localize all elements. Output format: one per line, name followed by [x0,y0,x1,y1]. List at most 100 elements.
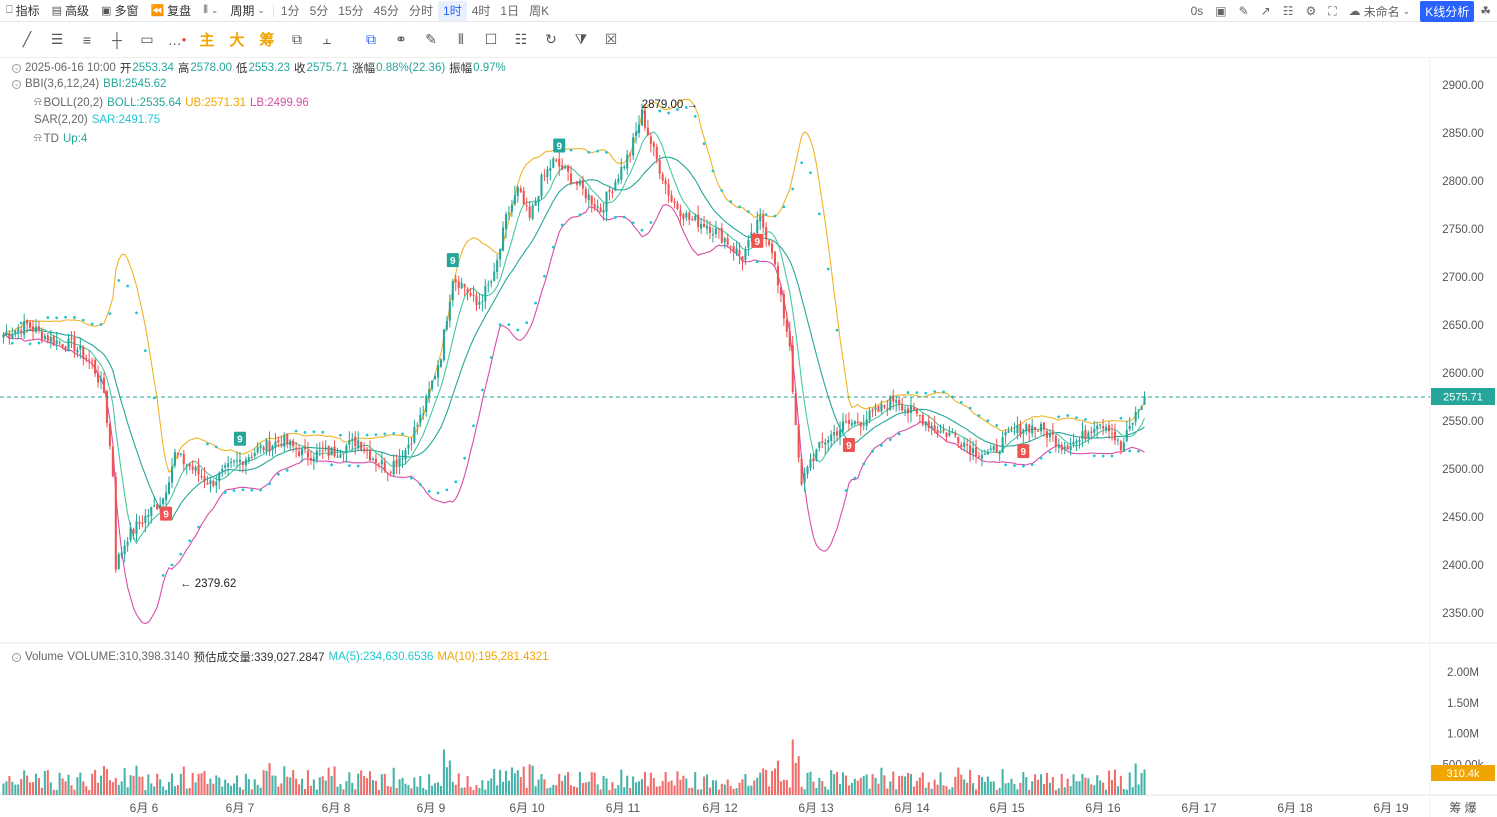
candle-body [463,284,466,288]
volume-bar [540,773,543,795]
period-5m[interactable]: 5分 [309,4,329,18]
candle-body [667,184,670,196]
measure-icon[interactable]: ⧉ [292,31,302,47]
sar-dot [959,400,963,404]
rotate-icon[interactable]: ↻ [545,31,557,47]
period-dropdown[interactable]: 周期 ⌄ [224,0,271,22]
magnet-icon[interactable]: ⫠ [322,31,332,47]
candle-body [626,154,629,169]
volume-current-text: 310.4k [1446,768,1480,780]
candle-body [502,227,505,251]
candle-body [309,457,312,461]
collapse-icon[interactable]: ⌄ [12,79,21,89]
candle-body [942,429,945,432]
period-1d[interactable]: 1日 [500,4,520,18]
copy-icon[interactable]: ⧉ [366,31,376,47]
candle-body [197,465,200,475]
candle-body [2,334,5,338]
sar-dot [995,424,999,427]
kline-analysis-button[interactable]: K线分析 [1420,0,1475,22]
period-1m[interactable]: 1分 [280,4,300,18]
candle-body [1102,426,1105,429]
sar-dot [684,106,688,109]
period-weekly[interactable]: 周K [529,4,550,18]
volume-bar [250,789,253,795]
fullscreen-icon[interactable]: ⛶ [1328,3,1337,18]
candle-body [265,440,268,451]
candle-body [510,205,513,212]
candle-body [827,440,830,443]
axis-corner[interactable]: 筹 爆 [1449,801,1476,815]
current-price-tag [1431,388,1495,405]
settings-gear-icon[interactable]: ⚙ [1305,4,1317,18]
more-tools-icon[interactable]: … ● [167,31,187,48]
trash-icon[interactable]: ☒ [604,31,618,47]
popout-icon[interactable]: ↗ [1260,4,1271,18]
period-timeshare[interactable]: 分时 [409,4,434,18]
sar-dot [747,210,750,213]
template-icon[interactable]: ☷ [1282,4,1294,18]
bbi-legend[interactable]: ⌄ BBI(3,6,12,24) BBI:2545.62 [12,78,170,90]
replay-button[interactable]: ⏪ 复盘 [144,0,197,22]
main-force-button[interactable]: 主 [199,32,215,49]
parallel-lines-icon[interactable]: ☰ [50,31,64,47]
volume-bar [221,786,224,795]
multi-window-button[interactable]: ▣ 多窗 [95,0,144,22]
volume-bar [1096,775,1099,795]
camera-icon[interactable]: ▣ [1215,4,1227,18]
rectangle-icon[interactable]: ▭ [140,31,154,47]
volume-bar [463,787,466,795]
indicators-button[interactable]: ⎕ 指标 [0,0,46,22]
candle-body [283,435,286,447]
edit-list-icon[interactable]: ☷ [514,31,528,47]
pen-icon[interactable]: ✎ [1238,4,1249,18]
period-1h[interactable]: 1时 [438,0,467,21]
candle-body [652,142,655,147]
candle-body [874,407,877,410]
period-4h[interactable]: 4时 [471,4,491,18]
volume-bar [649,772,652,795]
volume-bar [1140,773,1143,795]
share-icon[interactable]: ☘ [1480,4,1491,18]
volume-legend[interactable]: ⌄ Volume VOLUME:310,398.3140 预估成交量:339,0… [12,649,553,665]
volume-bar [153,786,156,795]
horizontal-ray-icon[interactable]: ┼ [112,31,122,48]
sar-dot [782,205,786,209]
candle-body [99,378,103,382]
collapse-icon[interactable]: ⌄ [12,63,21,73]
volume-bar [227,783,230,795]
eraser-icon[interactable]: ✎ [425,31,437,47]
chart-type-dropdown[interactable]: ⫴ ⌄ [197,0,224,22]
volume-bar [741,779,744,795]
volume-bar [954,776,957,795]
big-order-button[interactable]: 大 [229,32,245,49]
td-legend[interactable]: ⍾ TD Up:4 [34,132,91,145]
chips-button[interactable]: 筹 [259,32,275,49]
collapse-icon[interactable]: ⌄ [12,652,21,662]
kline-chart[interactable]: 9 9 9 9 9 9 9 2900.00 2850.00 2800.00 2750.00 2700… [0,58,1497,817]
candle-body [1108,425,1111,432]
layout-name-dropdown[interactable]: ☁ 未命名 ⌄ [1343,0,1417,22]
candle-body [147,515,150,518]
lock-icon[interactable]: ☐ [484,31,498,47]
candle-body [1051,431,1054,436]
sar-legend[interactable]: SAR(2,20) SAR:2491.75 [34,114,164,126]
time-label: 6月 11 [606,801,641,815]
time-label: 6月 8 [322,801,351,815]
candles-icon[interactable]: ⫴ [458,31,464,47]
period-15m[interactable]: 15分 [338,4,364,18]
volume-bar [348,772,351,795]
boll-legend[interactable]: ⍾ BOLL(20,2) BOLL:2535.64 UB:2571.31 LB:… [34,96,313,109]
volume-bar [738,782,741,795]
advanced-button[interactable]: ▤ 高级 [46,0,95,22]
volume-bar [723,784,726,795]
candle-body [5,332,8,335]
trend-line-icon[interactable]: ╱ [22,31,32,47]
horizontal-lines-icon[interactable]: ≡ [82,31,92,48]
period-45m[interactable]: 45分 [373,4,400,18]
candle-body [428,389,431,398]
sar-dot [241,488,245,492]
link-icon[interactable]: ⚭ [395,31,407,47]
filter-icon[interactable]: ⧩ [574,31,588,47]
sar-dot [126,284,130,288]
